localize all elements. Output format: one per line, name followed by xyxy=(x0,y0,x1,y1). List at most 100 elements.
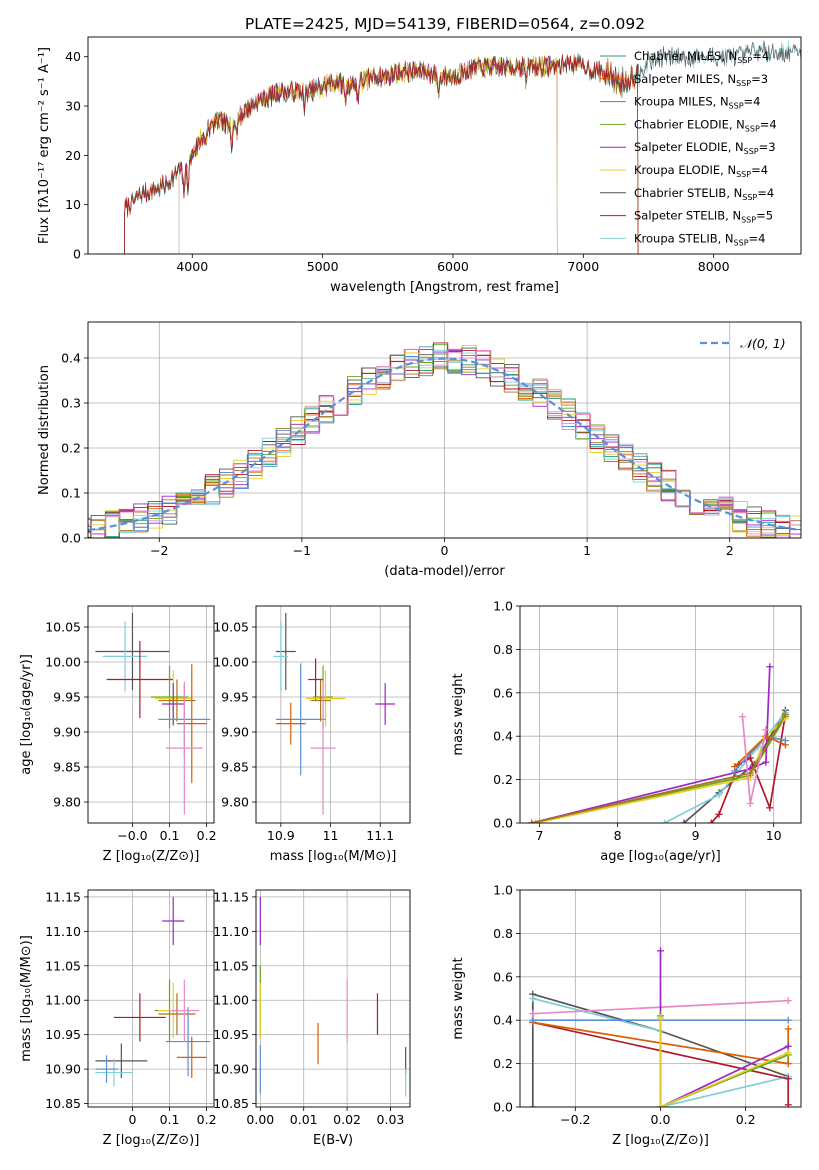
plot-area xyxy=(95,896,211,1087)
weight-marker xyxy=(784,1075,792,1083)
y-tick-label: 10.95 xyxy=(45,1027,81,1042)
legend-entry-count: =4 xyxy=(751,163,768,177)
panel-weight-vs-z: −0.2 0.0 0.2 0.0 0.2 0.4 0.6 0.8 1.0 Z [log₁₀(Z/Z… xyxy=(451,883,802,1148)
data-point-errorbar xyxy=(273,621,289,692)
axes-frame xyxy=(87,321,802,539)
legend-entry: Salpeter ELODIE, NSSP=3 xyxy=(634,140,776,156)
y-tick-label: 0.6 xyxy=(493,969,513,984)
panel-mass-vs-ebv: 0.00 0.01 0.02 0.03 10.85 10.90 10.95 11.00 11.0… xyxy=(213,889,411,1148)
y-tick-label: 11.00 xyxy=(45,993,81,1008)
x-tick-label: 10.9 xyxy=(267,828,295,843)
legend-entry-count: =4 xyxy=(757,186,774,200)
legend-entry-subscript: SSP xyxy=(737,56,752,65)
legend-entry-count: =4 xyxy=(760,117,777,131)
panel-weight-vs-age: 7 8 9 10 0.0 0.2 0.4 0.6 0.8 1.0 age [log₁₀(age/yr… xyxy=(451,599,802,864)
data-point-errorbar xyxy=(162,683,185,725)
x-tick-label: −1 xyxy=(293,543,311,558)
x-tick-label: 0.2 xyxy=(736,1112,756,1127)
data-point-errorbar xyxy=(305,670,346,727)
weight-marker xyxy=(784,997,792,1005)
y-tick-label: 1.0 xyxy=(493,599,513,614)
y-tick-label: 0.4 xyxy=(61,351,81,366)
y-tick-label: 30 xyxy=(65,99,81,114)
panel-spectrum: 4000 5000 6000 7000 8000 0 10 20 30 40 wavelength … xyxy=(37,36,802,295)
data-point-errorbar xyxy=(275,702,306,745)
data-point-errorbar xyxy=(113,993,166,1042)
plot-area xyxy=(124,39,801,254)
y-tick-label: 10.90 xyxy=(45,1062,81,1077)
y-tick-label: 0.6 xyxy=(493,685,513,700)
x-tick-label: 7 xyxy=(536,828,544,843)
axes-frame xyxy=(255,889,411,1108)
weight-marker xyxy=(762,758,770,766)
weight-marker xyxy=(528,819,536,823)
legend-entry: 𝒩(0, 1) xyxy=(740,336,786,351)
y-tick-label: 11.05 xyxy=(213,958,249,973)
axes-frame xyxy=(87,605,215,824)
y-tick-label: 0.2 xyxy=(493,772,513,787)
y-tick-label: 10.90 xyxy=(213,1062,249,1077)
y-tick-label: 10.05 xyxy=(213,620,249,635)
legend-entry-subscript: SSP xyxy=(741,216,756,225)
legend-entry: Kroupa MILES, NSSP=4 xyxy=(634,95,760,111)
weight-marker xyxy=(532,819,540,823)
y-tick-label: 11.15 xyxy=(45,889,81,904)
weight-marker xyxy=(781,711,789,718)
panel-residuals: −2 −1 0 1 2 0.0 0.1 0.2 0.3 0.4 (data-model)/error… xyxy=(37,321,802,579)
legend-entry-name: Salpeter STELIB, N xyxy=(634,209,741,223)
panel-mass-vs-z: 0 0.1 0.2 10.85 10.90 10.95 11.00 11.05 11.10 11.… xyxy=(19,889,217,1148)
y-tick-label: 0.4 xyxy=(493,1013,513,1028)
legend-entry: Chabrier STELIB, NSSP=4 xyxy=(634,186,774,202)
y-tick-label: 9.85 xyxy=(221,760,249,775)
legend-entry-count: =4 xyxy=(744,95,761,109)
data-point-errorbar xyxy=(375,683,396,725)
legend-entry: Salpeter STELIB, NSSP=5 xyxy=(634,209,773,225)
y-tick-label: 9.80 xyxy=(53,795,81,810)
x-axis-label: Z [log₁₀(Z/Z⊙)] xyxy=(612,1133,709,1148)
data-point-errorbar xyxy=(95,613,170,690)
y-tick-label: 11.10 xyxy=(213,924,249,939)
y-tick-label: 0.0 xyxy=(61,531,81,546)
x-tick-label: 0.0 xyxy=(651,1112,671,1127)
plot-area xyxy=(95,613,211,815)
legend-entry: Kroupa ELODIE, NSSP=4 xyxy=(634,163,768,179)
y-tick-label: 10.00 xyxy=(213,655,249,670)
y-tick-label: 9.90 xyxy=(53,725,81,740)
axes-frame xyxy=(519,889,802,1108)
x-tick-label: 0.02 xyxy=(333,1112,361,1127)
legend-entry-subscript: SSP xyxy=(736,170,751,179)
y-tick-label: 11.00 xyxy=(213,993,249,1008)
data-point-errorbar xyxy=(176,1036,207,1079)
data-point-errorbar xyxy=(95,1055,118,1083)
y-tick-label: 40 xyxy=(65,49,81,64)
spectrum-series-line xyxy=(124,55,639,254)
weight-marker xyxy=(746,799,754,807)
weight-marker xyxy=(715,791,723,799)
weight-marker xyxy=(738,713,746,721)
weight-series-line xyxy=(659,950,789,1107)
weight-marker xyxy=(766,804,774,812)
legend-entry-name: Salpeter MILES, N xyxy=(634,72,736,86)
panel-age-vs-z: −0.0 0.1 0.2 9.80 9.85 9.90 9.95 10.00 10.05 Z [l… xyxy=(19,605,217,864)
weight-marker xyxy=(784,1101,792,1107)
x-axis-label: wavelength [Angstrom, rest frame] xyxy=(330,280,559,295)
y-tick-label: 11.10 xyxy=(45,924,81,939)
data-point-errorbar xyxy=(158,679,196,722)
x-tick-label: −0.2 xyxy=(560,1112,590,1127)
x-tick-label: 0.00 xyxy=(246,1112,274,1127)
weight-marker xyxy=(715,810,723,818)
data-point-errorbar xyxy=(158,993,196,1035)
y-tick-label: 9.85 xyxy=(53,760,81,775)
legend-entry: Chabrier ELODIE, NSSP=4 xyxy=(634,117,777,133)
x-tick-label: 6000 xyxy=(437,259,469,274)
legend-entry-name: Kroupa ELODIE, N xyxy=(634,163,736,177)
x-tick-label: 8 xyxy=(614,828,622,843)
weight-marker xyxy=(766,663,774,671)
weight-marker xyxy=(529,1016,537,1024)
y-tick-label: 9.80 xyxy=(221,795,249,810)
y-tick-label: 0.2 xyxy=(61,441,81,456)
legend-entry-count: =4 xyxy=(752,49,769,63)
y-tick-label: 9.95 xyxy=(53,690,81,705)
plot-area xyxy=(88,342,801,538)
legend-entry-count: =3 xyxy=(759,140,776,154)
